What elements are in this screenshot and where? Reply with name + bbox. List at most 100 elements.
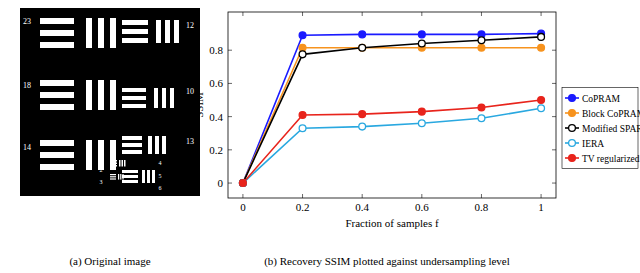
- test-image: 231218101413123456: [20, 8, 200, 196]
- bar-pattern: [40, 92, 74, 98]
- bar-pattern: [122, 174, 123, 180]
- bar-pattern: [110, 174, 116, 175]
- image-label: 4: [159, 160, 162, 166]
- bar-pattern: [148, 136, 152, 154]
- bar-pattern: [122, 136, 142, 140]
- legend-marker: [569, 110, 576, 117]
- tick-label: 0: [240, 201, 246, 213]
- point: [359, 123, 366, 130]
- tick: [228, 183, 232, 184]
- bar-pattern: [40, 152, 74, 158]
- y-axis-label: SSIM: [193, 92, 205, 118]
- bar-pattern: [110, 165, 117, 167]
- bar-pattern: [155, 136, 159, 154]
- tick-label: 0.2: [296, 201, 310, 213]
- plot-frame: [228, 12, 556, 198]
- image-label: 1: [100, 155, 103, 161]
- bar-pattern: [120, 174, 121, 180]
- bar-pattern: [170, 88, 174, 108]
- bar-pattern: [110, 178, 116, 179]
- tick: [552, 149, 556, 150]
- bar-pattern: [154, 88, 158, 108]
- bar-pattern: [122, 20, 148, 25]
- point: [299, 51, 306, 58]
- tick-label: 0.4: [209, 111, 223, 123]
- bar-pattern: [110, 140, 116, 170]
- bar-pattern: [142, 170, 145, 183]
- bar-pattern: [122, 170, 138, 173]
- tick: [242, 12, 243, 16]
- point: [538, 44, 545, 51]
- legend-marker: [569, 155, 576, 162]
- point: [478, 104, 485, 111]
- bar-pattern: [86, 18, 92, 48]
- tick-label: 0.8: [209, 44, 223, 56]
- bar-pattern: [122, 180, 138, 183]
- bar-pattern: [110, 160, 117, 162]
- point: [478, 37, 485, 44]
- series-line: [243, 108, 541, 183]
- tick: [362, 194, 363, 198]
- point: [478, 44, 485, 51]
- bar-pattern: [98, 18, 104, 48]
- series-line: [243, 34, 541, 183]
- bar-pattern: [40, 18, 74, 24]
- point: [359, 44, 366, 51]
- tick: [481, 194, 482, 198]
- image-label: 18: [23, 81, 31, 90]
- tick: [552, 83, 556, 84]
- tick: [362, 12, 363, 16]
- tick: [302, 194, 303, 198]
- bar-pattern: [110, 18, 116, 48]
- tick: [552, 50, 556, 51]
- tick-label: 0.2: [209, 144, 223, 156]
- tick: [228, 149, 232, 150]
- point: [240, 180, 247, 187]
- bar-pattern: [40, 30, 74, 36]
- caption: (a) Original image: [69, 255, 150, 268]
- bar-pattern: [86, 80, 92, 110]
- image-label: 14: [23, 143, 31, 152]
- tick: [302, 12, 303, 16]
- bar-pattern: [122, 29, 148, 34]
- bar-pattern: [122, 160, 124, 167]
- legend-label: Block CoPRAM: [582, 109, 640, 119]
- legend-label: Modified SPARTA: [582, 124, 640, 134]
- image-label: 5: [159, 173, 162, 179]
- point: [240, 180, 247, 187]
- bar-pattern: [118, 174, 119, 180]
- series-line: [243, 48, 541, 183]
- bar-pattern: [40, 140, 74, 146]
- tick-label: 0.8: [475, 201, 489, 213]
- tick: [552, 183, 556, 184]
- tick-label: 0.4: [355, 201, 369, 213]
- bar-pattern: [152, 170, 155, 183]
- bar-pattern: [122, 143, 142, 147]
- bar-pattern: [122, 38, 148, 43]
- figure: 231218101413123456(a) Original image00.2…: [0, 0, 640, 273]
- bar-pattern: [98, 80, 104, 110]
- tick-label: 0: [218, 177, 224, 189]
- point: [299, 32, 306, 39]
- point: [359, 111, 366, 118]
- point: [418, 40, 425, 47]
- bar-pattern: [40, 80, 74, 86]
- bar-pattern: [122, 150, 142, 154]
- bar-pattern: [110, 163, 117, 165]
- image-label: 3: [100, 179, 103, 185]
- point: [418, 120, 425, 127]
- point: [299, 44, 306, 51]
- point: [240, 180, 247, 187]
- point: [240, 180, 247, 187]
- tick: [541, 12, 542, 16]
- point: [359, 31, 366, 38]
- bar-pattern: [86, 140, 92, 170]
- bar-pattern: [40, 42, 74, 48]
- point: [538, 105, 545, 112]
- bar-pattern: [122, 104, 146, 108]
- point: [418, 31, 425, 38]
- plot-area: [240, 30, 545, 186]
- x-axis-label: Fraction of samples f: [345, 217, 439, 229]
- point: [418, 108, 425, 115]
- legend: CoPRAMBlock CoPRAMModified SPARTAIERATV …: [562, 88, 640, 169]
